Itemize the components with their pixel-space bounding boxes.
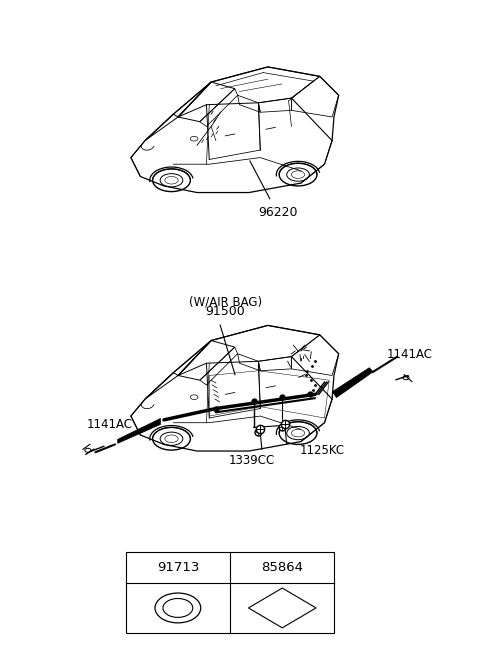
Text: 1125KC: 1125KC — [300, 444, 345, 457]
Text: 1339CC: 1339CC — [229, 455, 275, 467]
Text: (W/AIR BAG): (W/AIR BAG) — [189, 295, 262, 308]
Text: 85864: 85864 — [261, 561, 303, 574]
Text: 1141AC: 1141AC — [86, 419, 132, 432]
Text: 1141AC: 1141AC — [387, 348, 433, 362]
Polygon shape — [118, 419, 160, 443]
Bar — [126, 552, 335, 633]
Text: 91500: 91500 — [205, 305, 245, 318]
Text: 96220: 96220 — [258, 206, 298, 219]
Text: 91713: 91713 — [156, 561, 199, 574]
Polygon shape — [333, 367, 373, 398]
